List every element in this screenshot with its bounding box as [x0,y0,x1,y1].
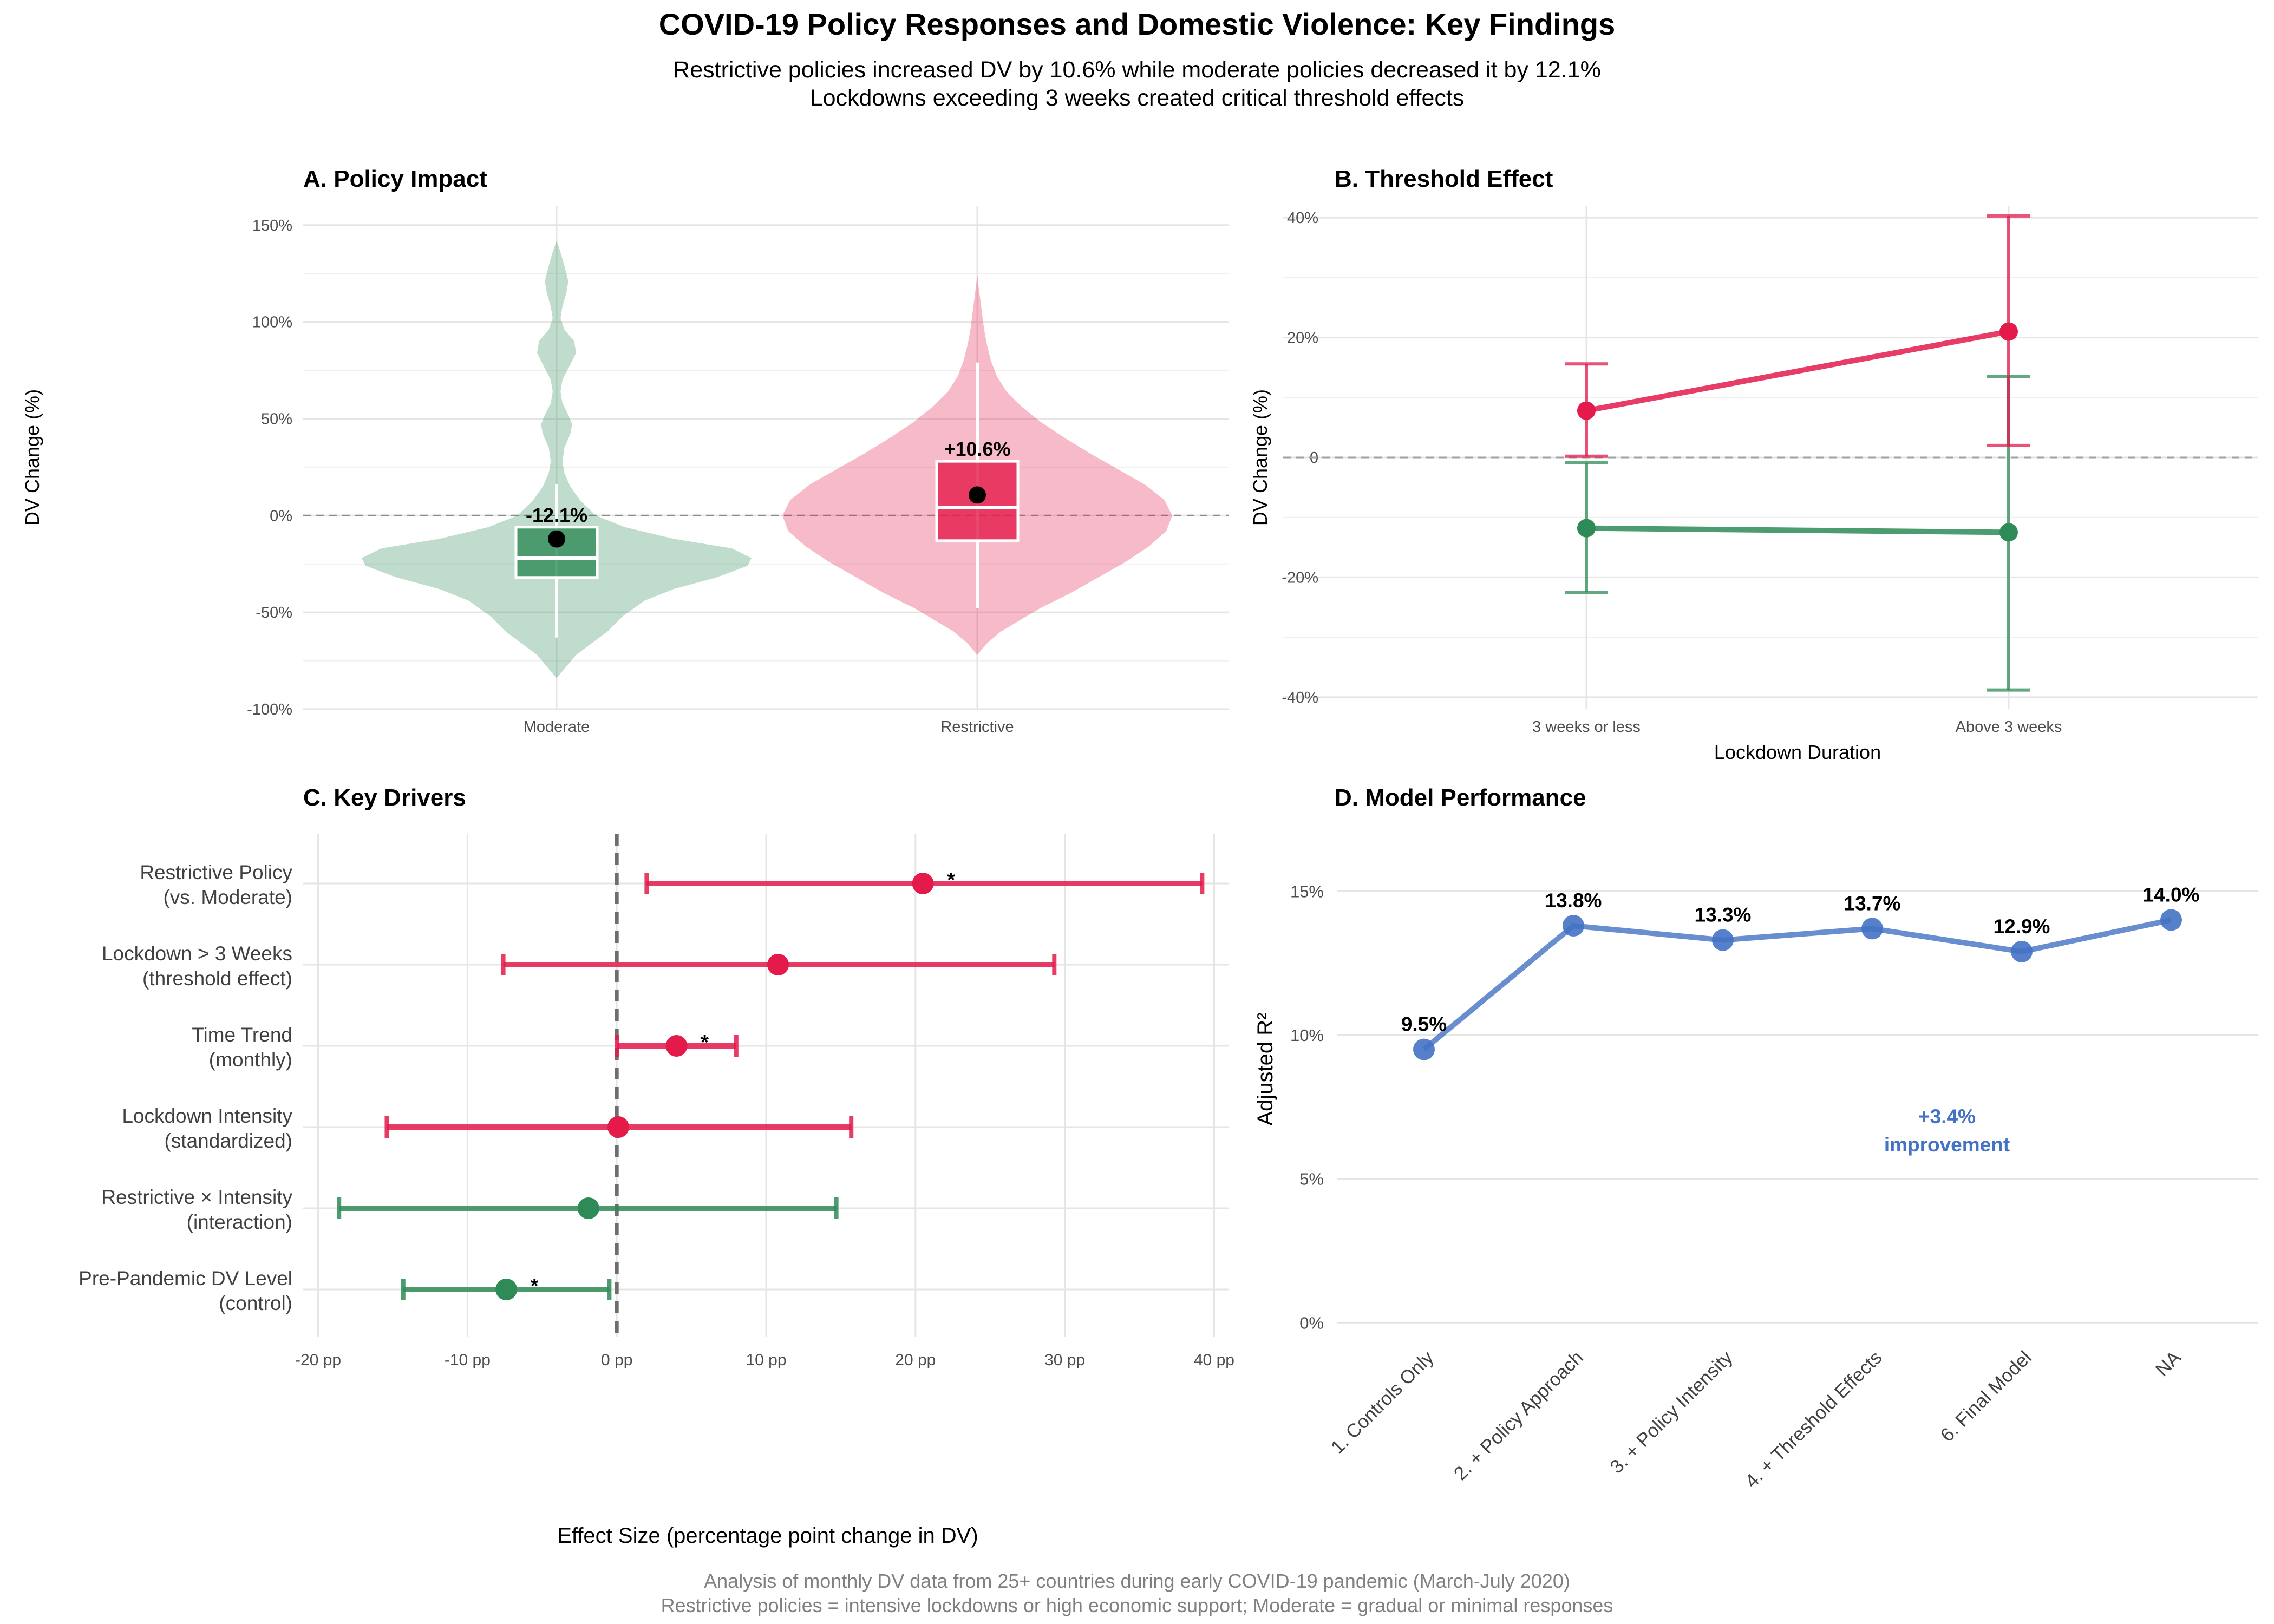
panel-c-row-label: Restrictive Policy [140,861,292,883]
panel-c-significance-marker: * [531,1275,539,1298]
panel-d-y-tick-label: 5% [1299,1170,1324,1189]
panel-c-title: C. Key Drivers [303,784,466,811]
panel-b-title: B. Threshold Effect [1335,166,1553,192]
panel-b-y-axis-label: DV Change (%) [1249,389,1271,526]
panel-c-x-tick-label: 20 pp [895,1351,936,1369]
panel-c-row-sublabel: (threshold effect) [142,967,292,990]
panel-a-y-tick-label: 150% [252,217,292,234]
panel-c-row-label: Restrictive × Intensity [101,1186,292,1208]
mean-point-restrictive [969,486,986,504]
panel-d-point [2160,909,2182,931]
panel-b-x-tick-label: 3 weeks or less [1532,718,1641,736]
panel-c-row-label: Lockdown > 3 Weeks [102,942,292,965]
panel-c-significance-marker: * [947,869,955,892]
panel-a-y-tick-label: 0% [270,507,292,525]
mean-point-moderate [548,530,565,548]
panel-d-point [1861,918,1883,940]
panel-c-x-tick-label: 30 pp [1044,1351,1085,1369]
figure-subtitle-line-1: Restrictive policies increased DV by 10.… [673,57,1601,83]
panel-a-y-tick-label: -50% [256,604,292,621]
figure-subtitle-line-2: Lockdowns exceeding 3 weeks created crit… [810,85,1465,111]
panel-c-key-drivers: C. Key Drivers Effect Size (percentage po… [79,784,1234,1548]
panel-b-y-tick-label: -40% [1282,689,1318,706]
panel-d-annotation-line-1: +3.4% [1918,1105,1976,1128]
figure-caption-line-2: Restrictive policies = intensive lockdow… [661,1594,1613,1616]
panel-c-estimate-point [767,954,789,975]
panel-c-row-sublabel: (monthly) [209,1049,292,1071]
panel-c-row-label: Lockdown Intensity [122,1105,292,1127]
panel-d-point [2011,940,2033,962]
panel-c-row-sublabel: (vs. Moderate) [163,886,292,908]
panel-a-x-tick-label: Moderate [524,718,590,736]
panel-d-y-axis-label: Adjusted R² [1253,1013,1277,1126]
panel-a-y-tick-label: 50% [261,410,292,428]
panel-d-y-tick-label: 15% [1290,882,1324,901]
panel-d-annotation-line-2: improvement [1884,1134,2010,1156]
panel-d-point [1563,915,1584,937]
panel-b-threshold-effect: B. Threshold Effect DV Change (%) Lockdown… [1249,166,2258,763]
panel-b-point-series-1 [1577,519,1596,538]
panel-c-estimate-point [495,1279,518,1300]
panel-d-y-tick-label: 0% [1299,1313,1324,1332]
violin-moderate [362,240,752,678]
panel-c-x-axis-label: Effect Size (percentage point change in … [557,1524,978,1548]
panel-d-x-tick-label: 3. + Policy Intensity [1606,1347,1737,1478]
panel-a-policy-impact: A. Policy Impact DV Change (%) -100% -50% 0%… [21,166,1229,736]
panel-c-x-tick-label: 10 pp [746,1351,786,1369]
panel-d-x-tick-label: 1. Controls Only [1327,1347,1438,1458]
panel-b-y-tick-label: 40% [1287,209,1318,227]
mean-label-restrictive: +10.6% [944,438,1010,460]
panel-c-row-sublabel: (interaction) [187,1211,292,1233]
panel-d-x-tick-label: NA [2152,1347,2185,1380]
panel-c-row-sublabel: (standardized) [164,1130,292,1152]
panel-c-estimate-point [577,1197,599,1219]
panel-d-x-tick-label: 6. Final Model [1937,1347,2036,1446]
panel-b-x-axis-label: Lockdown Duration [1714,741,1881,763]
panel-b-line-series-0 [1586,329,2009,414]
panel-d-point-label: 13.7% [1844,892,1901,914]
panel-b-point-series-0 [1577,401,1596,420]
panel-d-x-tick-label: 2. + Policy Approach [1450,1347,1587,1484]
panel-b-line-series-1 [1586,525,2009,535]
panel-c-x-tick-label: -20 pp [295,1351,341,1369]
figure-caption-line-1: Analysis of monthly DV data from 25+ cou… [704,1570,1570,1592]
panel-c-estimate-point [665,1035,688,1057]
panel-c-row-sublabel: (control) [219,1292,292,1314]
panel-d-point-label: 14.0% [2143,883,2200,906]
panel-c-estimate-point [912,873,934,894]
mean-label-moderate: -12.1% [526,504,587,526]
figure-title: COVID-19 Policy Responses and Domestic V… [659,7,1616,41]
panel-b-point-series-0 [1999,322,2018,341]
panel-d-point [1712,929,1734,951]
panel-c-row-label: Time Trend [192,1024,292,1046]
panel-b-y-tick-label: -20% [1282,569,1318,586]
panel-a-title: A. Policy Impact [303,166,487,192]
panel-d-model-performance: D. Model Performance Adjusted R² 0% 5% 10% 15… [1253,784,2258,1492]
panel-d-title: D. Model Performance [1335,784,1586,811]
panel-d-point-label: 13.8% [1545,889,1602,912]
panel-b-y-tick-label: 20% [1287,330,1318,347]
panel-d-point-label: 12.9% [1994,915,2050,938]
panel-c-significance-marker: * [701,1031,709,1054]
panel-a-y-tick-label: 100% [252,314,292,331]
panel-c-x-tick-label: 40 pp [1194,1351,1234,1369]
panel-a-y-tick-label: -100% [247,701,292,718]
panel-d-point [1413,1038,1435,1060]
panel-b-x-tick-label: Above 3 weeks [1956,718,2062,736]
panel-d-y-tick-label: 10% [1290,1026,1324,1045]
panel-d-point-label: 13.3% [1695,904,1752,926]
panels: A. Policy Impact DV Change (%) -100% -50% 0%… [21,166,2258,1548]
panel-b-point-series-1 [1999,523,2018,542]
panel-a-x-tick-label: Restrictive [940,718,1014,736]
panel-a-y-axis-label: DV Change (%) [21,389,43,526]
panel-c-row-label: Pre-Pandemic DV Level [79,1267,292,1289]
panel-c-x-tick-label: 0 pp [601,1351,632,1369]
panel-c-x-tick-label: -10 pp [445,1351,491,1369]
panel-d-x-tick-label: 4. + Threshold Effects [1741,1347,1886,1492]
panel-d-point-label: 9.5% [1401,1013,1447,1036]
panel-c-estimate-point [607,1116,629,1138]
panel-d-line [1422,917,2172,1052]
